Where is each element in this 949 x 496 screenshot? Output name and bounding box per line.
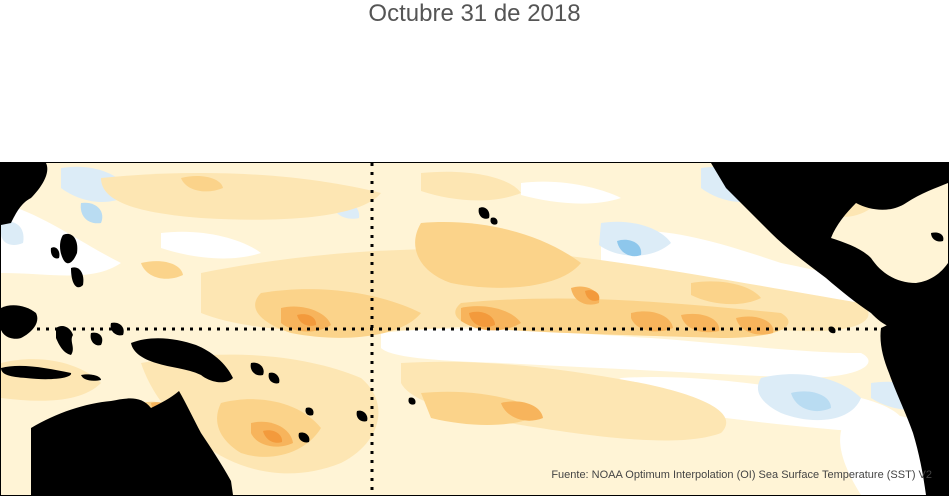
- land-philippines-2: [71, 267, 84, 288]
- map-title: Octubre 31 de 2018: [368, 0, 581, 27]
- land-sulawesi: [56, 325, 73, 355]
- land-new-guinea: [131, 338, 233, 383]
- sst-map-svg: [1, 163, 948, 495]
- land-philippines: [60, 233, 78, 264]
- warm-hot-regions: [263, 290, 600, 443]
- land-masses: [1, 163, 948, 495]
- land-asia: [1, 163, 48, 225]
- source-credit: Fuente: NOAA Optimum Interpolation (OI) …: [551, 469, 932, 481]
- warm-mid-regions: [141, 176, 840, 457]
- sst-anomaly-map: Fuente: NOAA Optimum Interpolation (OI) …: [0, 162, 949, 496]
- neutral-regions: [1, 181, 948, 495]
- land-south-america: [880, 303, 948, 495]
- land-australia: [31, 391, 233, 495]
- reference-lines: [1, 163, 948, 495]
- land-north-america: [711, 163, 948, 329]
